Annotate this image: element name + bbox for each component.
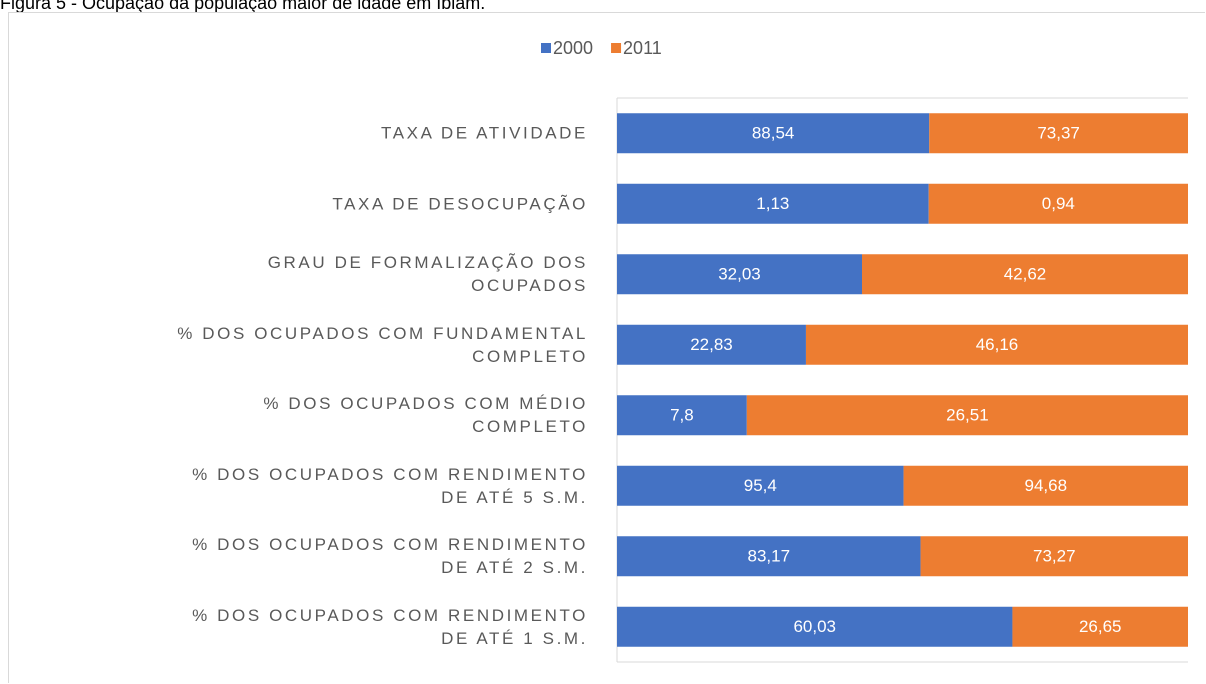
bar-segment — [617, 183, 929, 224]
bar-segment — [805, 324, 1188, 365]
data-label: 60,03 — [793, 617, 836, 636]
bar-segment — [928, 183, 1188, 224]
bar-segment — [1012, 606, 1188, 647]
legend-swatch — [541, 43, 551, 53]
data-label: 95,4 — [744, 476, 777, 495]
bar-segment — [617, 113, 930, 154]
data-label: 0,94 — [1042, 194, 1075, 213]
data-label: 46,16 — [976, 335, 1019, 354]
bar-segment — [617, 536, 921, 577]
figure-caption: Figura 5 - Ocupação da população maior d… — [0, 0, 486, 13]
category-label: % DOS OCUPADOS COM RENDIMENTO DE ATÉ 2 S… — [192, 535, 588, 578]
category-label: % DOS OCUPADOS COM MÉDIO COMPLETO — [263, 394, 588, 437]
data-label: 88,54 — [752, 124, 795, 143]
category-label: TAXA DE ATIVIDADE — [380, 123, 588, 143]
bar-segment — [861, 254, 1188, 295]
chart-frame — [8, 12, 1205, 683]
bar-segment — [617, 465, 904, 506]
bar-segment — [746, 395, 1188, 436]
data-label: 22,83 — [690, 335, 733, 354]
data-label: 32,03 — [718, 265, 761, 284]
legend-swatch — [611, 43, 622, 53]
bar-segment — [929, 113, 1188, 154]
bar-segment — [920, 536, 1188, 577]
category-label: GRAU DE FORMALIZAÇÃO DOS OCUPADOS — [267, 253, 588, 296]
category-label: % DOS OCUPADOS COM FUNDAMENTAL COMPLETO — [177, 323, 588, 366]
data-label: 94,68 — [1025, 476, 1068, 495]
data-label: 26,65 — [1079, 617, 1122, 636]
category-label: % DOS OCUPADOS COM RENDIMENTO DE ATÉ 1 S… — [192, 605, 588, 648]
data-label: 73,27 — [1033, 547, 1076, 566]
bar-segment — [617, 254, 862, 295]
bar-segment — [617, 395, 747, 436]
data-label: 1,13 — [756, 194, 789, 213]
category-label: % DOS OCUPADOS COM RENDIMENTO DE ATÉ 5 S… — [192, 464, 588, 507]
category-label: TAXA DE DESOCUPAÇÃO — [332, 194, 588, 214]
data-label: 7,8 — [670, 406, 694, 425]
bar-segment — [903, 465, 1188, 506]
legend-label: 2000 — [553, 38, 593, 58]
bar-segment — [617, 606, 1013, 647]
legend-label: 2011 — [623, 38, 662, 58]
data-label: 73,37 — [1037, 124, 1080, 143]
data-label: 26,51 — [946, 406, 989, 425]
bar-segment — [617, 324, 806, 365]
data-label: 42,62 — [1004, 265, 1047, 284]
data-label: 83,17 — [748, 547, 791, 566]
